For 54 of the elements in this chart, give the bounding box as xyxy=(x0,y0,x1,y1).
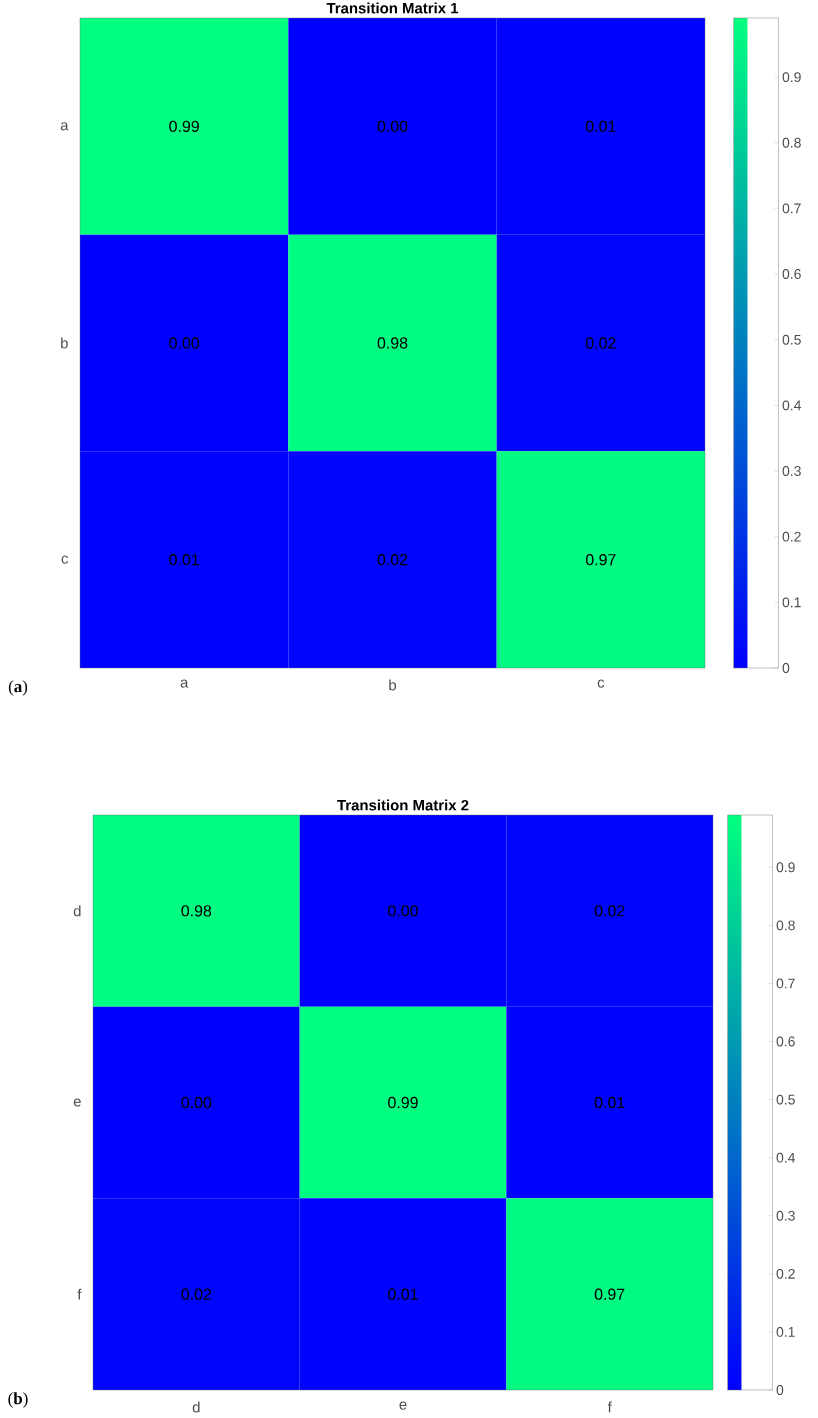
data-label: 0.01 xyxy=(388,1288,418,1300)
x-tick-label: a xyxy=(180,679,189,688)
color-bar-label: 0.9 xyxy=(782,72,801,83)
y-tick-label: b xyxy=(61,337,68,349)
color-bar-label: 0.3 xyxy=(776,1210,795,1221)
data-label: 0.02 xyxy=(585,337,616,349)
color-bar-label: 0.2 xyxy=(782,531,801,542)
data-label: 0.01 xyxy=(169,554,199,566)
data-label: 0.01 xyxy=(585,120,616,132)
color-bar-label: 0.9 xyxy=(776,862,795,873)
data-label: 0.02 xyxy=(594,905,625,917)
y-tick-label: e xyxy=(73,1098,81,1107)
color-bar-label: 0 xyxy=(776,1385,784,1395)
color-bar-label: 0.3 xyxy=(782,466,801,476)
data-label: 0.99 xyxy=(388,1096,418,1109)
data-label: 0.00 xyxy=(181,1096,212,1109)
data-label: 0.02 xyxy=(377,554,408,566)
y-tick-label: a xyxy=(60,122,69,131)
x-tick-label: d xyxy=(192,1401,200,1413)
x-tick-label: c xyxy=(597,679,605,688)
color-bar-label: 0.7 xyxy=(782,203,801,214)
color-bar-label: 0.5 xyxy=(782,334,801,345)
color-bar-label: 0.8 xyxy=(782,137,801,148)
color-bar-label: 0 xyxy=(782,663,790,673)
color-bar-label: 0.5 xyxy=(776,1094,795,1105)
data-label: 0.97 xyxy=(594,1288,625,1300)
data-label: 0.97 xyxy=(585,554,616,566)
data-label: 0.98 xyxy=(181,905,212,917)
y-tick-label: d xyxy=(73,905,81,917)
x-tick-label: e xyxy=(399,1401,407,1410)
color-bar-label: 0.4 xyxy=(782,400,802,411)
color-bar-label: 0.4 xyxy=(776,1152,796,1163)
data-label: 0.99 xyxy=(169,120,199,132)
data-label: 0.00 xyxy=(388,905,418,917)
data-label: 0.02 xyxy=(181,1288,212,1300)
chart-title: Transition Matrix 1 xyxy=(326,2,459,14)
y-tick-label: f xyxy=(77,1288,82,1300)
data-label: 0.00 xyxy=(169,337,200,349)
color-bar-label: 0.2 xyxy=(776,1268,795,1279)
x-tick-label: f xyxy=(607,1401,612,1413)
chart-title: Transition Matrix 2 xyxy=(337,799,469,811)
text: (b) xyxy=(8,1392,28,1408)
color-bar-label: 0.8 xyxy=(776,920,795,931)
y-tick-label: c xyxy=(61,555,69,564)
data-label: 0.00 xyxy=(377,120,408,132)
color-bar-label: 0.7 xyxy=(776,978,795,989)
x-tick-label: b xyxy=(389,679,397,691)
data-label: 0.98 xyxy=(377,337,408,349)
color-bar-label: 0.1 xyxy=(776,1326,795,1337)
color-bar-label: 0.6 xyxy=(782,269,801,279)
text: (a) xyxy=(8,680,28,696)
color-bar-label: 0.6 xyxy=(776,1036,795,1047)
data-label: 0.01 xyxy=(594,1096,625,1109)
color-bar-label: 0.1 xyxy=(782,597,801,608)
